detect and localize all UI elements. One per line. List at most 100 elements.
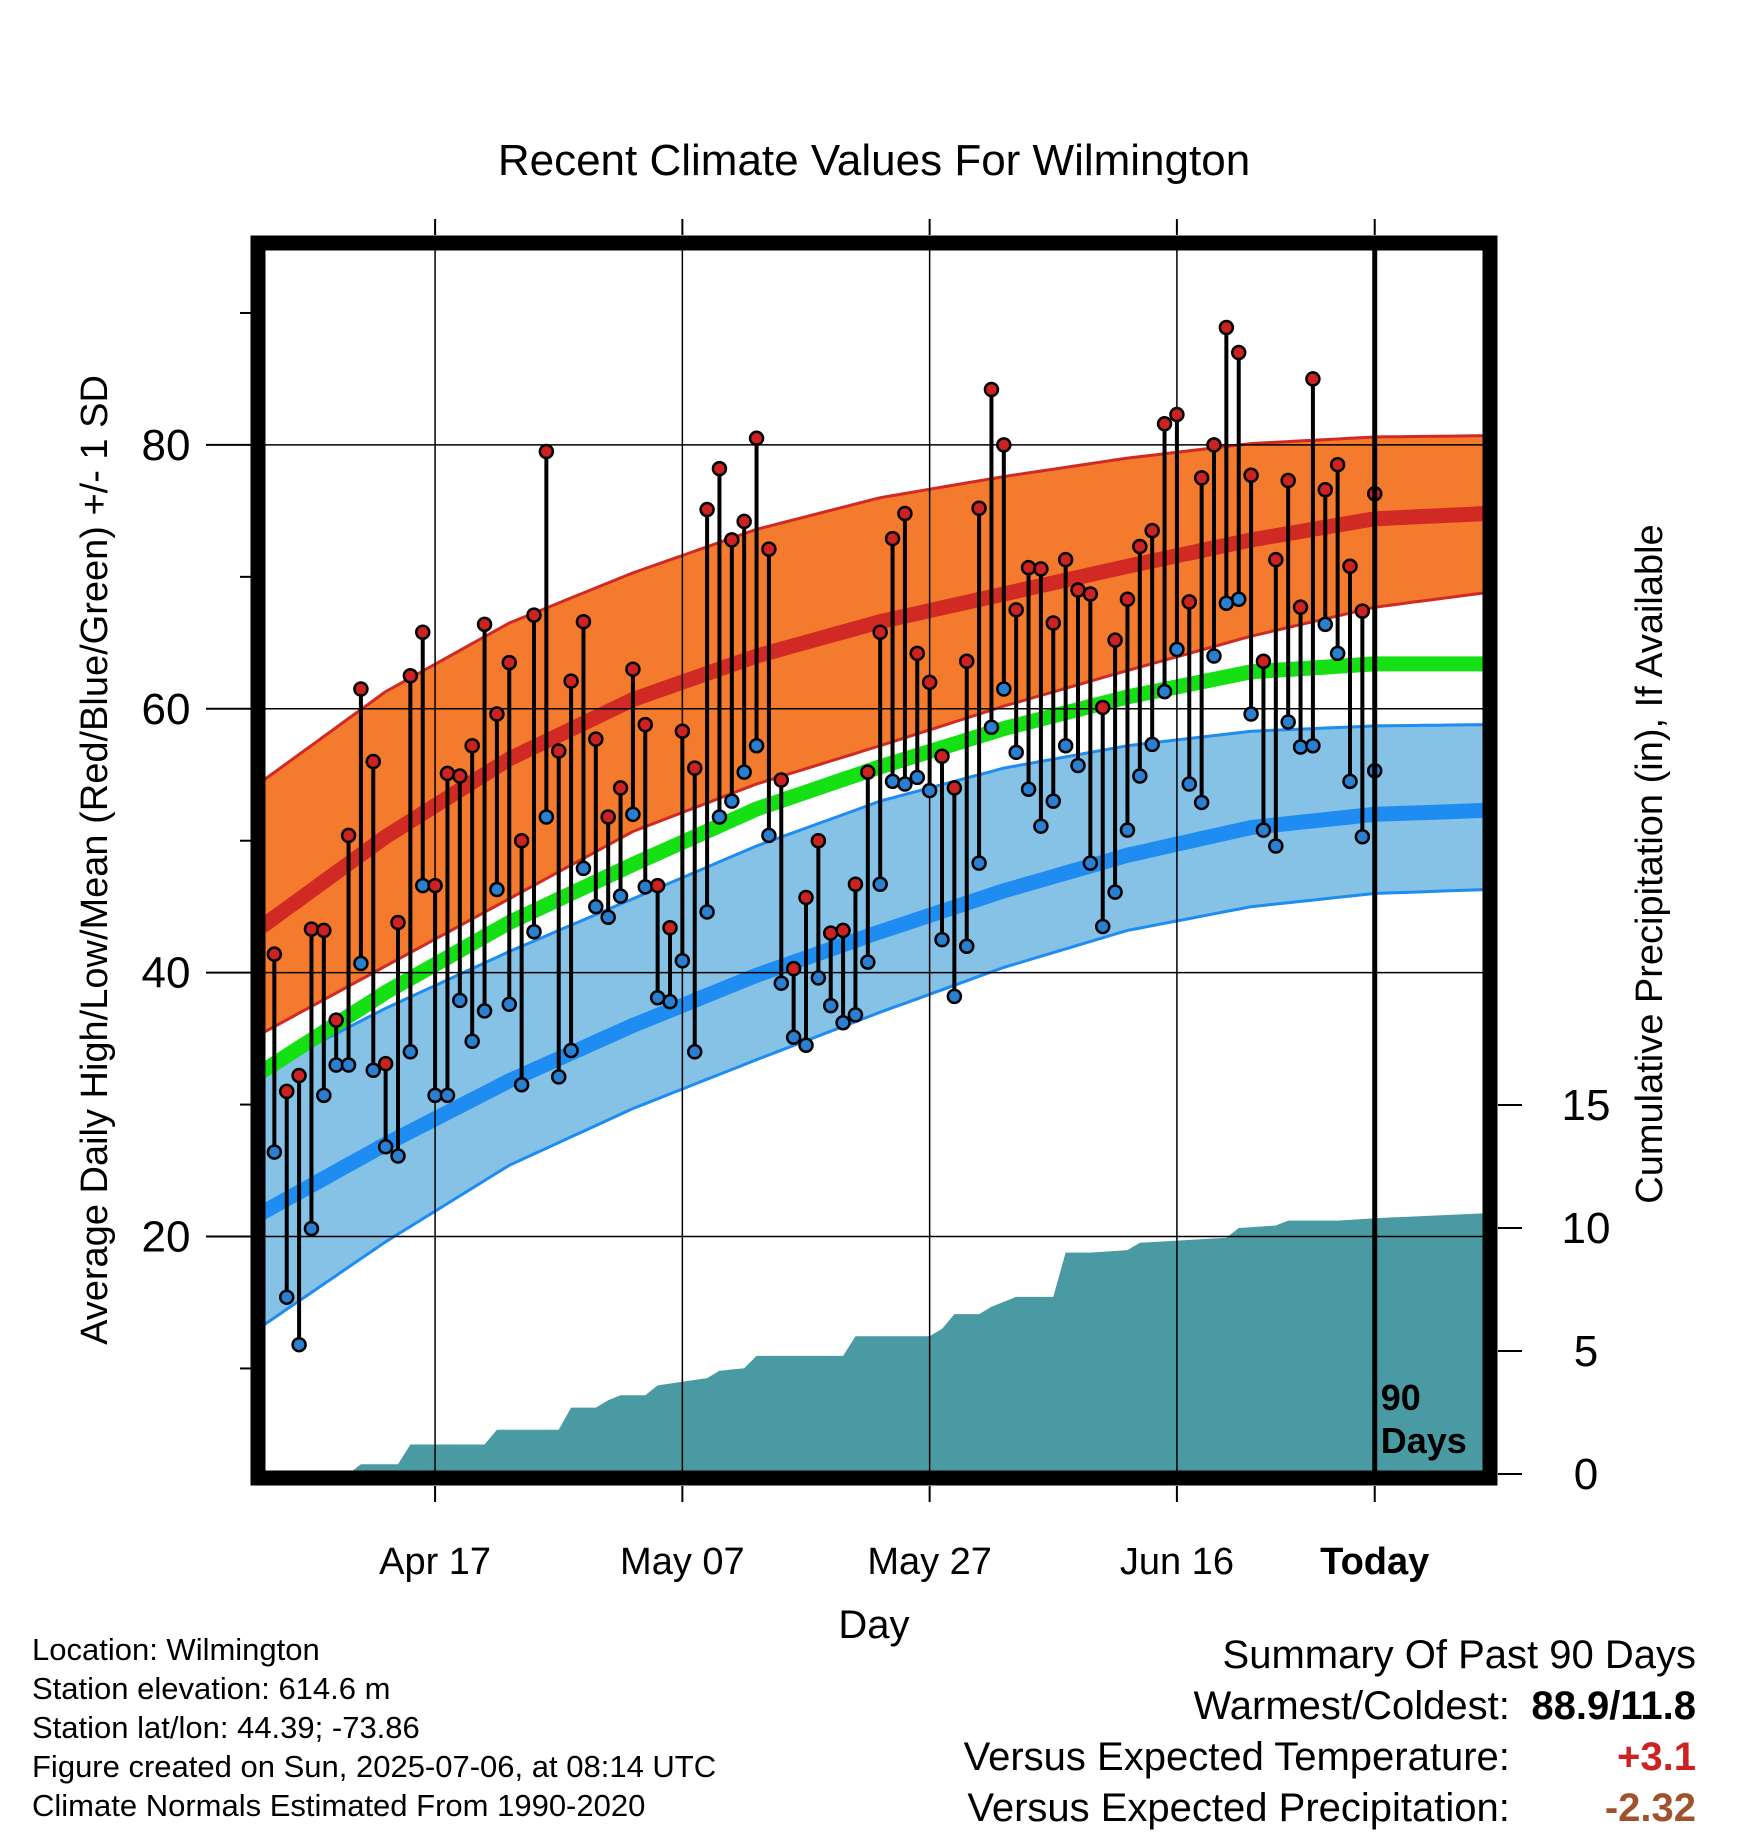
created-text: Figure created on Sun, 2025-07-06, at 08… — [32, 1749, 717, 1784]
daily-low-point — [501, 996, 518, 1013]
y-tick-label-left: 80 — [142, 421, 191, 470]
daily-low-point — [513, 1077, 530, 1093]
daily-low-point — [266, 1144, 283, 1160]
plot-content — [262, 247, 1486, 1474]
daily-low-point — [1342, 773, 1358, 790]
daily-low-point — [550, 1069, 567, 1085]
daily-high-point — [909, 645, 926, 662]
daily-high-point — [1008, 602, 1024, 618]
daily-high-point — [316, 922, 332, 939]
daily-high-point — [736, 513, 752, 530]
daily-low-point — [860, 954, 876, 970]
daily-high-point — [860, 764, 876, 780]
daily-low-point — [909, 769, 926, 786]
daily-high-point — [983, 381, 1000, 398]
daily-high-point — [278, 1083, 295, 1100]
daily-high-point — [1230, 344, 1247, 361]
daily-high-point — [427, 877, 443, 894]
daily-low-point — [711, 809, 728, 825]
warm-cold-label: Warmest/Coldest: — [1193, 1684, 1510, 1728]
daily-low-point — [946, 988, 963, 1005]
low-sd-band — [262, 723, 1486, 1329]
daily-low-point — [637, 879, 654, 895]
daily-low-point — [377, 1139, 394, 1155]
today-marker-days: Days — [1381, 1420, 1467, 1461]
chart-title: Recent Climate Values For Wilmington — [498, 136, 1250, 185]
daily-high-point — [1070, 582, 1086, 598]
daily-low-point — [278, 1289, 295, 1305]
daily-high-point — [600, 809, 616, 825]
daily-high-point — [1107, 632, 1123, 648]
daily-low-point — [822, 997, 839, 1014]
daily-high-point — [1193, 470, 1210, 486]
latlon-text: Station lat/lon: 44.39; -73.86 — [32, 1710, 420, 1745]
x-axis-label: Day — [838, 1603, 909, 1647]
daily-high-point — [1329, 456, 1346, 473]
daily-low-point — [526, 923, 542, 940]
daily-low-point — [575, 860, 592, 877]
daily-low-point — [835, 1015, 851, 1031]
x-tick-label: Jun 16 — [1120, 1541, 1234, 1583]
daily-low-point — [1292, 739, 1309, 755]
daily-low-point — [1033, 818, 1049, 834]
daily-low-point — [1181, 776, 1198, 792]
daily-low-point — [612, 888, 629, 904]
summary-warm-cold: Warmest/Coldest: 88.9/11.8 — [964, 1681, 1697, 1732]
daily-low-point — [686, 1044, 703, 1060]
daily-high-point — [872, 624, 888, 641]
summary-precip: Versus Expected Precipitation: -2.32 — [964, 1783, 1696, 1834]
daily-low-point — [649, 989, 666, 1006]
daily-high-point — [921, 674, 938, 691]
daily-low-point — [1305, 737, 1321, 754]
daily-low-point — [699, 904, 715, 920]
daily-low-point — [724, 793, 740, 809]
daily-high-point — [1268, 551, 1284, 568]
daily-low-point — [773, 975, 790, 991]
low-mean-line — [262, 802, 1486, 1220]
daily-low-point — [983, 719, 1000, 735]
daily-high-point — [1033, 561, 1049, 577]
daily-low-point — [921, 782, 938, 799]
daily-high-point — [1206, 437, 1222, 453]
daily-low-point — [897, 776, 913, 792]
daily-high-point — [773, 772, 790, 788]
daily-high-point — [291, 1067, 307, 1084]
daily-low-point — [1020, 781, 1037, 798]
daily-low-point — [810, 970, 827, 986]
daily-low-point — [1070, 757, 1086, 774]
daily-high-point — [1045, 615, 1062, 631]
daily-high-point — [526, 607, 542, 623]
daily-low-point — [872, 876, 888, 892]
daily-low-point — [625, 806, 641, 823]
daily-high-point — [414, 624, 431, 641]
daily-low-point — [934, 931, 950, 948]
daily-high-point — [1181, 594, 1198, 610]
daily-high-point — [835, 922, 851, 939]
daily-high-point — [1144, 522, 1160, 539]
daily-high-point — [1354, 603, 1371, 619]
daily-high-point — [674, 723, 691, 739]
daily-low-point — [1193, 794, 1210, 811]
daily-high-point — [1317, 482, 1334, 498]
daily-low-point — [328, 1057, 344, 1073]
y-tick-label-left: 60 — [142, 685, 191, 734]
daily-low-point — [353, 955, 369, 972]
daily-low-point — [588, 898, 604, 915]
daily-low-point — [464, 1033, 480, 1050]
daily-low-point — [390, 1148, 406, 1164]
daily-low-point — [476, 1003, 493, 1019]
daily-low-point — [748, 737, 765, 754]
daily-high-point — [724, 532, 740, 548]
daily-high-point — [1094, 699, 1111, 716]
daily-low-point — [538, 809, 555, 825]
daily-low-point — [316, 1087, 332, 1104]
daily-low-point — [402, 1044, 419, 1060]
daily-low-point — [452, 992, 468, 1009]
daily-high-point — [686, 760, 703, 776]
daily-low-point — [884, 773, 901, 790]
daily-high-point — [340, 827, 357, 844]
precip-area — [262, 1213, 1486, 1474]
daily-high-point — [1156, 416, 1173, 432]
